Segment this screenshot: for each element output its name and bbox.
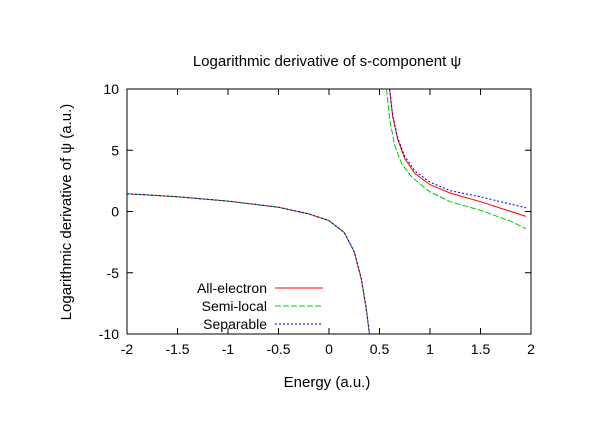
series-lines [126,88,527,335]
series-line-all-electron [389,88,527,217]
y-axis: -10 -5 0 5 10 [99,81,531,342]
legend-label: All-electron [197,280,267,296]
x-tick-label: -0.5 [266,341,290,357]
y-tick-label: 10 [103,81,119,97]
x-tick-label: -1 [222,341,235,357]
legend-label: Separable [203,316,267,332]
y-tick-label: 0 [111,204,119,220]
series-line-semi-local [386,88,527,230]
legend: All-electron Semi-local Separable [197,280,323,332]
chart-title: Logarithmic derivative of s-component ψ [193,53,461,70]
plot-border [126,88,532,335]
legend-label: Semi-local [202,298,267,314]
x-axis: -2 -1.5 -1 -0.5 0 0.5 1 1.5 2 [121,89,535,357]
x-tick-label: 1.5 [471,341,491,357]
series-line-separable [389,88,527,209]
y-axis-label: Logarithmic derivative of ψ (a.u.) [58,104,75,321]
x-axis-label: Energy (a.u.) [284,374,371,391]
x-tick-label: -2 [121,341,134,357]
y-tick-label: 5 [111,142,119,158]
plot-area [126,88,532,335]
x-tick-label: 2 [527,341,535,357]
x-tick-label: -1.5 [165,341,189,357]
x-tick-label: 1 [426,341,434,357]
x-tick-label: 0 [325,341,333,357]
y-tick-label: -10 [99,326,119,342]
series-line-separable [126,193,370,335]
y-tick-label: -5 [107,265,120,281]
x-tick-label: 0.5 [370,341,390,357]
